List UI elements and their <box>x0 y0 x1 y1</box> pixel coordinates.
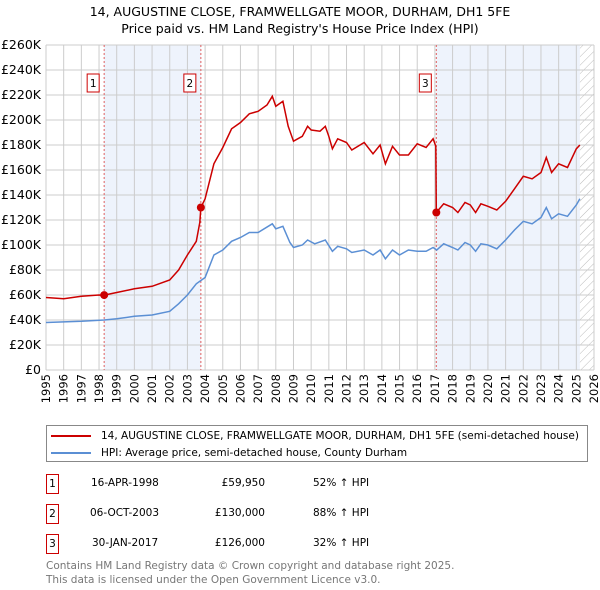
forecast-hatch <box>579 45 594 370</box>
y-tick-label: £220K <box>1 87 42 102</box>
x-tick-label: 2015 <box>393 374 407 403</box>
legend-item-hpi: HPI: Average price, semi-detached house,… <box>51 445 407 461</box>
x-tick-label: 2004 <box>198 374 212 403</box>
y-tick-label: £200K <box>1 112 42 127</box>
x-tick-label: 2018 <box>446 374 460 403</box>
x-tick-label: 2016 <box>410 374 424 403</box>
y-tick-label: £60K <box>9 287 42 302</box>
sale-point <box>432 208 441 217</box>
chart-subtitle: Price paid vs. HM Land Registry's House … <box>121 21 479 36</box>
x-tick-label: 2007 <box>251 374 265 403</box>
series-line <box>45 94 581 300</box>
y-tick-label: £80K <box>9 262 42 277</box>
y-tick-label: £20K <box>9 337 42 352</box>
x-tick-label: 1998 <box>92 374 106 403</box>
x-tick-label: 2023 <box>534 374 548 403</box>
legend-label: HPI: Average price, semi-detached house,… <box>101 447 408 459</box>
legend-swatch-red <box>51 435 91 437</box>
y-tick-label: £240K <box>1 62 42 77</box>
transaction-date: 16-APR-1998 <box>91 477 159 489</box>
x-tick-label: 2008 <box>269 374 283 403</box>
footer-copyright: Contains HM Land Registry data © Crown c… <box>46 560 455 572</box>
transaction-number: 1 <box>46 474 59 494</box>
sale-label: 3 <box>422 78 429 90</box>
x-tick-label: 2024 <box>552 374 566 403</box>
y-tick-label: £160K <box>1 162 42 177</box>
shaded-period <box>436 45 580 370</box>
x-tick-label: 1996 <box>57 374 71 403</box>
price-chart: £0 £20K £40K £60K £80K £100K £120K £140K £160K £1… <box>1 37 600 403</box>
x-tick-label: 2014 <box>375 374 389 403</box>
transaction-price: £59,950 <box>221 477 265 489</box>
x-tick-label: 2022 <box>516 374 530 403</box>
x-tick-label: 2006 <box>233 374 247 403</box>
x-tick-label: 2019 <box>463 374 477 403</box>
transaction-date: 06-OCT-2003 <box>90 507 159 519</box>
sale-label: 2 <box>187 78 194 90</box>
y-tick-label: £140K <box>1 187 42 202</box>
transaction-price: £130,000 <box>214 507 265 519</box>
y-tick-label: £260K <box>1 37 42 52</box>
transaction-price: £126,000 <box>214 537 265 549</box>
legend-label: 14, AUGUSTINE CLOSE, FRAMWELLGATE MOOR, … <box>101 430 579 442</box>
legend-item-property: 14, AUGUSTINE CLOSE, FRAMWELLGATE MOOR, … <box>51 428 579 444</box>
x-tick-label: 2003 <box>180 374 194 403</box>
x-tick-label: 2002 <box>163 374 177 403</box>
x-tick-label: 1999 <box>110 374 124 403</box>
transaction-hpi: 32% ↑ HPI <box>313 537 370 549</box>
x-tick-label: 2017 <box>428 374 442 403</box>
legend: 14, AUGUSTINE CLOSE, FRAMWELLGATE MOOR, … <box>46 425 588 462</box>
x-tick-label: 2021 <box>499 374 513 403</box>
sale-point <box>100 291 109 300</box>
sale-label-box <box>183 73 197 93</box>
series-line <box>45 198 581 324</box>
x-tick-label: 2010 <box>304 374 318 403</box>
y-tick-label: £40K <box>9 312 42 327</box>
footer-licence: This data is licensed under the Open Gov… <box>46 574 381 586</box>
sale-label-box <box>86 73 100 93</box>
x-tick-label: 1995 <box>39 374 53 403</box>
x-tick-label: 1997 <box>74 374 88 403</box>
transaction-date: 30-JAN-2017 <box>92 537 159 549</box>
sale-label-box <box>418 73 432 93</box>
x-tick-label: 2020 <box>481 374 495 403</box>
x-tick-label: 2005 <box>216 374 230 403</box>
chart-title: 14, AUGUSTINE CLOSE, FRAMWELLGATE MOOR, … <box>89 4 511 19</box>
x-tick-label: 2000 <box>127 374 141 403</box>
x-tick-label: 2009 <box>286 374 300 403</box>
x-tick-label: 2025 <box>569 374 583 403</box>
transaction-number: 2 <box>46 504 59 524</box>
x-tick-label: 2011 <box>322 374 336 403</box>
transaction-hpi: 52% ↑ HPI <box>313 477 370 489</box>
y-tick-label: £180K <box>1 137 42 152</box>
transaction-number: 3 <box>46 534 59 554</box>
transaction-hpi: 88% ↑ HPI <box>313 507 370 519</box>
x-tick-label: 2001 <box>145 374 159 403</box>
y-tick-label: £100K <box>1 237 42 252</box>
legend-swatch-blue <box>51 452 91 454</box>
sale-label: 1 <box>90 78 97 90</box>
x-tick-label: 2013 <box>357 374 371 403</box>
x-tick-label: 2026 <box>587 374 600 403</box>
y-tick-label: £120K <box>1 212 42 227</box>
x-tick-label: 2012 <box>340 374 354 403</box>
sale-point <box>196 203 205 212</box>
y-tick-label: £0 <box>25 362 41 377</box>
